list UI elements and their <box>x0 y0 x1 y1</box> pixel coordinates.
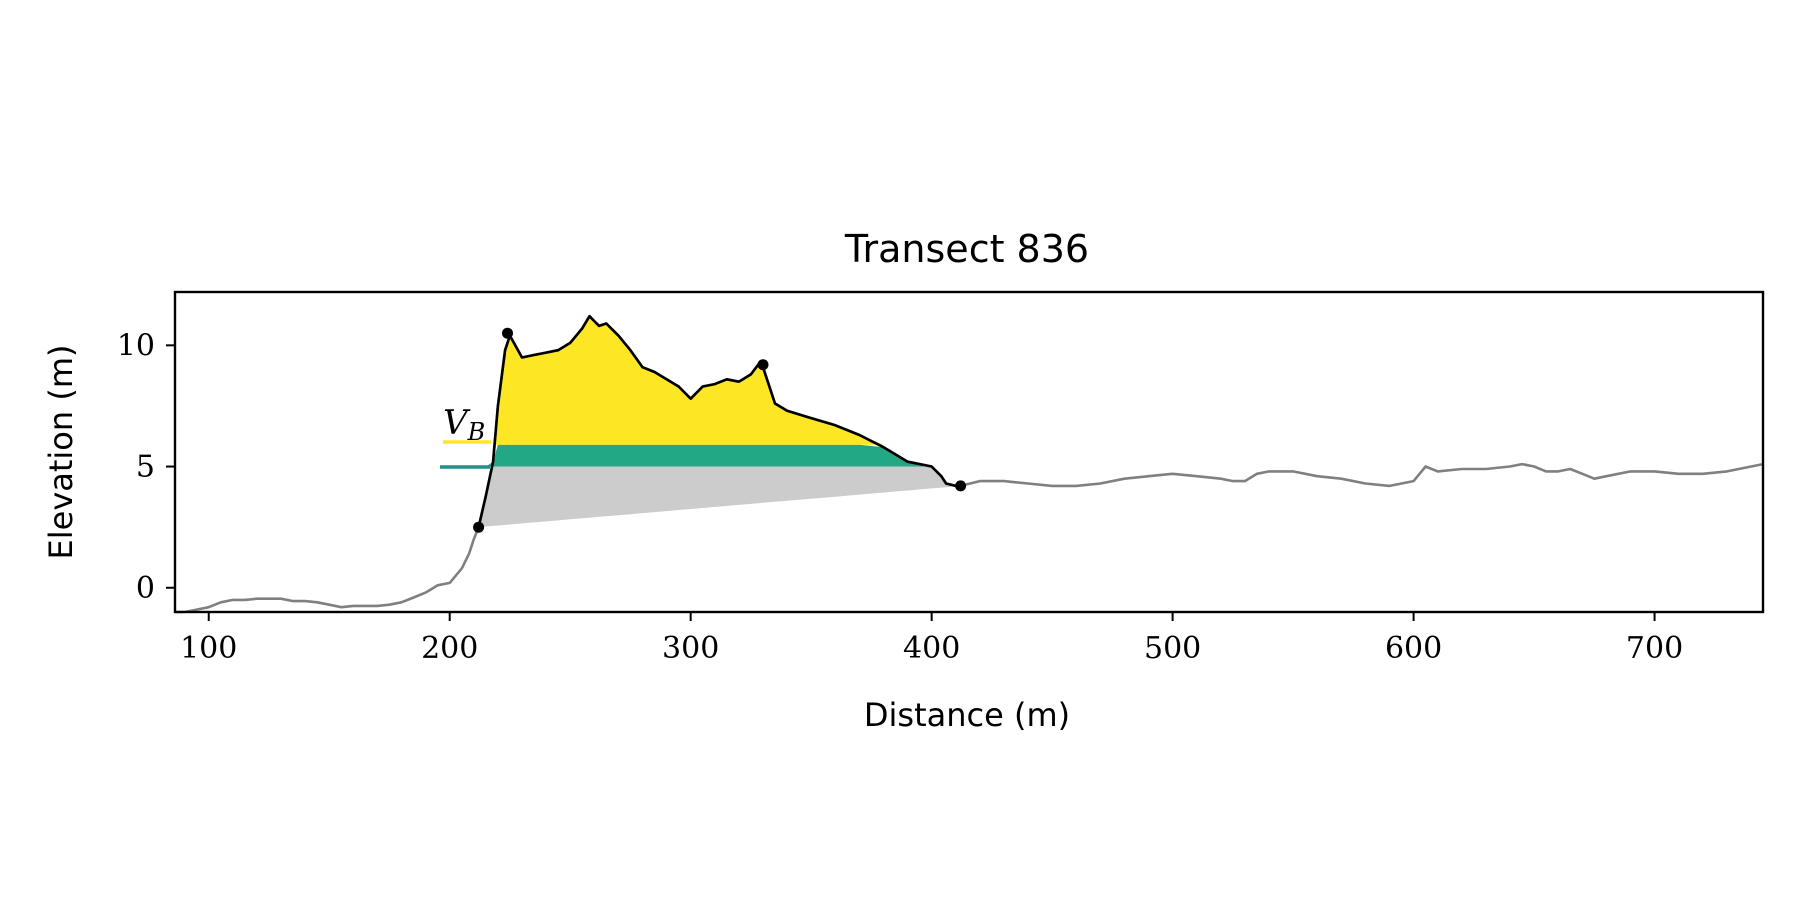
x-tick-label: 200 <box>421 631 478 666</box>
x-tick-label: 300 <box>662 631 719 666</box>
middle-volume-area <box>478 444 961 467</box>
y-tick-label: 10 <box>117 328 155 363</box>
x-tick-label: 600 <box>1385 631 1442 666</box>
legend: VB <box>440 403 491 469</box>
lower-volume-area <box>478 466 961 528</box>
legend-label: VB <box>443 403 485 446</box>
y-axis-title: Elevation (m) <box>42 345 80 560</box>
y-tick-label: 5 <box>136 450 155 485</box>
plot-area <box>175 314 1764 614</box>
dune-point <box>757 359 769 371</box>
x-tick-label: 500 <box>1144 631 1201 666</box>
dune-point <box>473 521 485 533</box>
y-axis: 0 5 10 <box>117 328 175 606</box>
x-tick-label: 100 <box>180 631 237 666</box>
x-axis-title: Distance (m) <box>864 696 1070 734</box>
dune-point <box>502 327 513 339</box>
x-tick-label: 400 <box>903 631 960 666</box>
dune-outline <box>477 314 961 528</box>
dune-point <box>955 480 967 492</box>
chart-title: Transect 836 <box>844 227 1089 271</box>
upper-volume-area <box>478 316 961 445</box>
x-axis: 100 200 300 400 500 600 700 <box>180 612 1683 666</box>
x-tick-label: 700 <box>1626 631 1683 666</box>
axes-frame <box>173 290 1765 614</box>
y-tick-label: 0 <box>136 571 155 606</box>
profile-line <box>175 314 1764 614</box>
